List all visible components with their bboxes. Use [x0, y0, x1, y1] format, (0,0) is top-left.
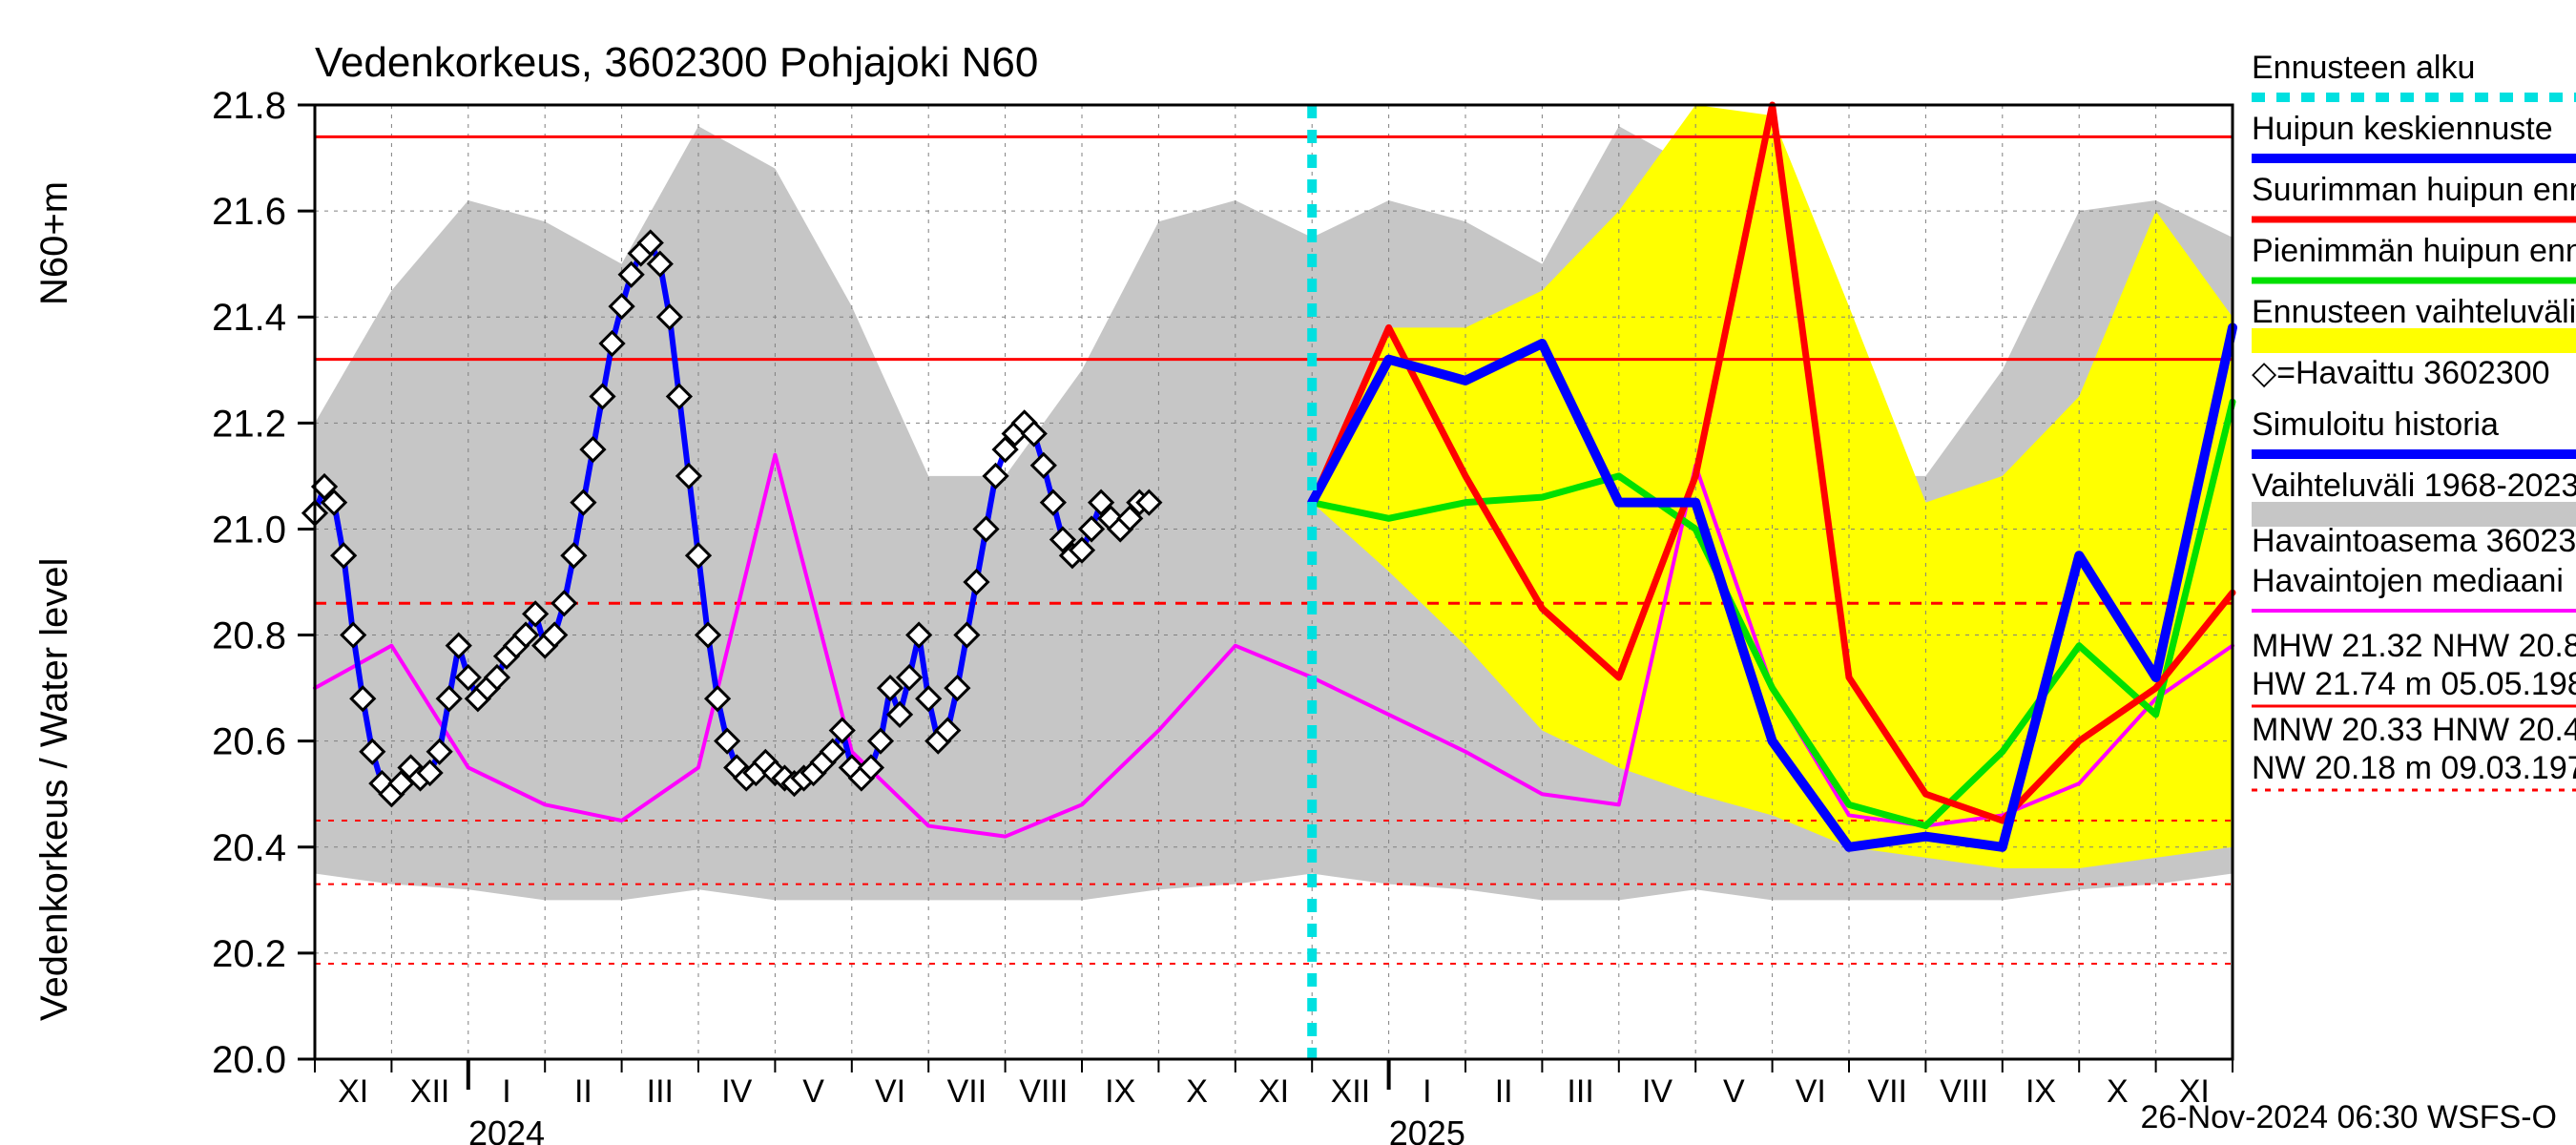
x-year-label: 2025	[1389, 1114, 1465, 1145]
x-year-label: 2024	[468, 1114, 545, 1145]
x-month-label: V	[802, 1073, 824, 1110]
y-axis-label-unit: N60+m	[33, 181, 75, 305]
y-tick-label: 21.8	[212, 85, 286, 127]
x-month-label: XI	[1258, 1073, 1289, 1110]
x-month-label: X	[2107, 1073, 2129, 1110]
chart-title: Vedenkorkeus, 3602300 Pohjajoki N60	[315, 39, 1038, 86]
x-month-label: XII	[410, 1073, 450, 1110]
x-month-label: VII	[1867, 1073, 1907, 1110]
y-tick-label: 20.4	[212, 827, 286, 869]
x-month-label: XII	[1331, 1073, 1371, 1110]
x-month-label: VIII	[1940, 1073, 1988, 1110]
x-month-label: I	[1423, 1073, 1431, 1110]
legend-label: Ennusteen vaihteluväli	[2252, 294, 2576, 330]
y-tick-label: 21.0	[212, 509, 286, 551]
water-level-chart: 20.0 20.2 20.4 20.6 20.8 21.0 21.2 21.4 21.6 21.8…	[0, 0, 2576, 1145]
y-tick-label: 20.2	[212, 933, 286, 975]
y-tick-label: 20.8	[212, 615, 286, 657]
y-tick-label: 21.6	[212, 191, 286, 233]
legend-stat: NW 20.18 m 09.03.1979	[2252, 750, 2576, 786]
legend-stat: HW 21.74 m 05.05.1984	[2252, 666, 2576, 702]
y-tick-label: 20.6	[212, 721, 286, 763]
legend-sample-swatch	[2252, 328, 2576, 353]
legend-label: Huipun keskiennuste	[2252, 111, 2553, 147]
y-tick-label: 21.4	[212, 297, 286, 339]
x-month-label: IX	[1105, 1073, 1135, 1110]
legend-sublabel: Havaintoasema 3602300	[2252, 523, 2576, 559]
y-tick-label: 21.2	[212, 403, 286, 445]
timestamp-label: 26-Nov-2024 06:30 WSFS-O	[2140, 1099, 2557, 1135]
legend-label: Pienimmän huipun ennuste	[2252, 233, 2576, 269]
x-month-label: V	[1723, 1073, 1745, 1110]
legend-label: Havaintojen mediaani	[2252, 563, 2564, 599]
legend-stat: MNW 20.33 HNW 20.45	[2252, 712, 2576, 748]
x-month-label: X	[1186, 1073, 1208, 1110]
x-month-label: IX	[2025, 1073, 2056, 1110]
x-month-label: XI	[338, 1073, 368, 1110]
x-month-label: VI	[875, 1073, 905, 1110]
legend-label: Vaihteluväli 1968-2023	[2252, 468, 2576, 504]
x-month-label: I	[502, 1073, 510, 1110]
y-tick-label: 20.0	[212, 1039, 286, 1081]
x-month-label: III	[1567, 1073, 1593, 1110]
x-month-label: IV	[721, 1073, 752, 1110]
chart-container: 20.0 20.2 20.4 20.6 20.8 21.0 21.2 21.4 21.6 21.8…	[0, 0, 2576, 1145]
x-month-label: VIII	[1019, 1073, 1068, 1110]
legend-label: ◇=Havaittu 3602300	[2252, 355, 2550, 391]
legend-label: Suurimman huipun ennuste	[2252, 172, 2576, 208]
y-axis-label-primary: Vedenkorkeus / Water level	[33, 558, 75, 1021]
legend-stat: MHW 21.32 NHW 20.86	[2252, 628, 2576, 664]
x-month-label: II	[574, 1073, 592, 1110]
x-month-label: II	[1495, 1073, 1513, 1110]
legend-label: Ennusteen alku	[2252, 50, 2475, 86]
x-month-label: VI	[1796, 1073, 1826, 1110]
x-month-label: VII	[947, 1073, 987, 1110]
x-month-label: III	[647, 1073, 674, 1110]
legend-label: Simuloitu historia	[2252, 406, 2499, 443]
x-month-label: IV	[1642, 1073, 1672, 1110]
